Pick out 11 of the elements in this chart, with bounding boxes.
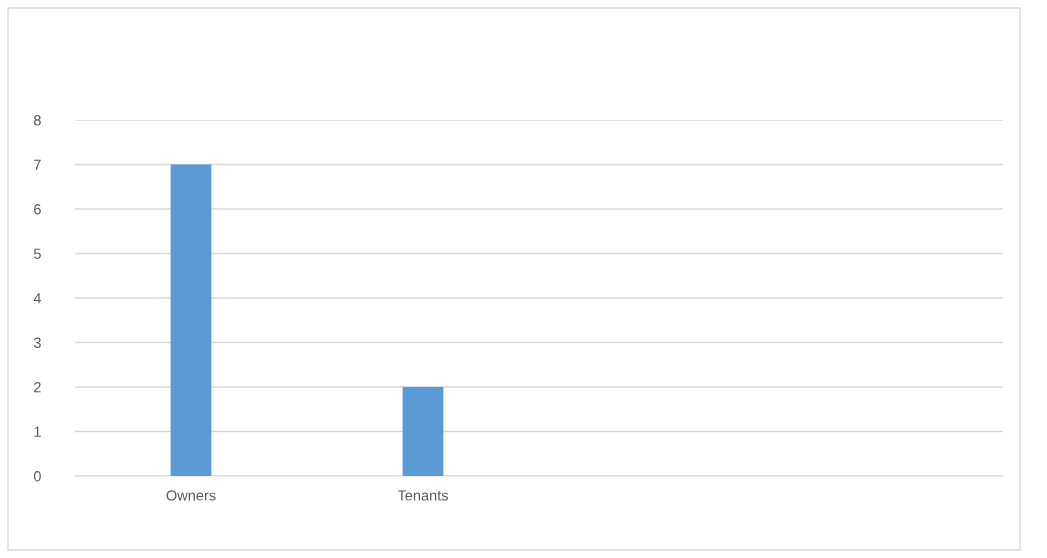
y-tick-label: 0 <box>33 471 41 482</box>
x-tick-label: Tenants <box>397 490 449 501</box>
y-tick-label: 4 <box>33 293 42 304</box>
x-tick-label: Owners <box>166 490 216 501</box>
y-tick-label: 2 <box>34 382 41 393</box>
y-tick-label: 1 <box>34 426 41 437</box>
y-tick-label: 8 <box>33 115 41 126</box>
y-tick-label: 7 <box>34 159 41 170</box>
y-tick-label: 5 <box>33 248 41 259</box>
y-tick-label: 3 <box>33 337 41 348</box>
y-tick-label: 6 <box>34 204 41 215</box>
